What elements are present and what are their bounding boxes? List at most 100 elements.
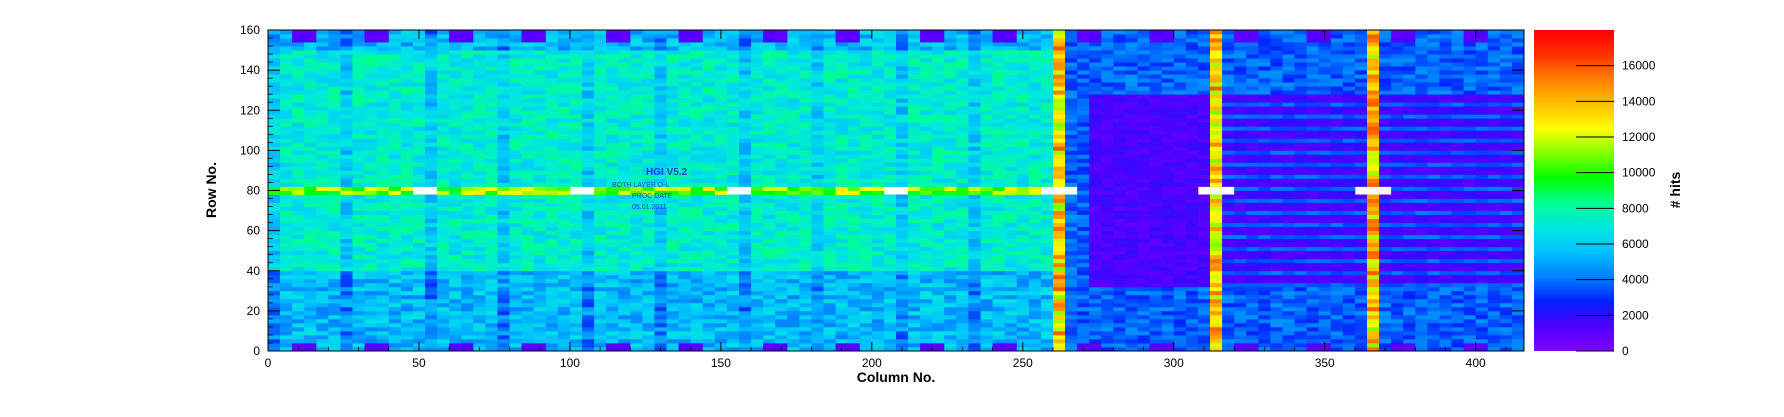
heat-cell <box>944 246 957 252</box>
heat-cell <box>956 82 969 87</box>
heat-cell <box>968 94 981 99</box>
heat-cell <box>896 90 909 95</box>
heat-cell <box>944 282 957 288</box>
heat-cell <box>883 226 897 232</box>
heat-cell <box>292 74 305 79</box>
heat-cell <box>883 310 897 316</box>
heat-cell <box>292 90 305 95</box>
heat-cell <box>642 146 655 151</box>
heat-cell <box>847 182 861 187</box>
heat-cell <box>775 178 788 183</box>
heat-cell <box>654 222 667 228</box>
heat-cell <box>678 194 692 199</box>
heat-cell <box>630 238 643 244</box>
heat-cell <box>509 206 523 211</box>
heat-cell <box>376 106 390 111</box>
heat-cell <box>328 142 341 147</box>
heat-cell <box>835 82 849 87</box>
heat-cell <box>618 102 631 107</box>
heat-cell <box>811 306 824 312</box>
heat-cell <box>883 334 897 340</box>
heat-cell <box>726 286 740 292</box>
heat-cell <box>944 158 957 163</box>
heat-cell <box>920 214 933 219</box>
heat-cell <box>678 318 692 324</box>
heat-cell <box>763 238 776 244</box>
heat-cell <box>1004 34 1018 39</box>
heat-cell <box>304 334 317 340</box>
heat-cell <box>449 318 462 324</box>
heat-cell <box>280 310 293 316</box>
heat-cell <box>521 170 535 175</box>
heat-cell <box>690 210 704 215</box>
heat-cell <box>630 182 643 187</box>
heat-cell <box>751 218 764 223</box>
heat-cell <box>714 294 728 300</box>
heat-cell <box>557 262 571 268</box>
heat-cell <box>763 58 776 63</box>
heat-cell <box>304 106 317 111</box>
heat-cell <box>449 190 462 195</box>
heat-cell <box>726 262 740 268</box>
heat-cell <box>763 46 776 51</box>
heat-cell <box>896 274 909 280</box>
heat-cell <box>449 110 462 115</box>
heat-cell <box>485 298 498 304</box>
heat-cell <box>582 214 595 219</box>
heat-cell <box>823 278 837 284</box>
heat-cell <box>594 178 607 183</box>
heat-cell <box>304 194 317 199</box>
heat-cell <box>521 206 535 211</box>
heat-cell <box>690 82 704 87</box>
heat-cell <box>992 238 1006 244</box>
heat-cell <box>835 94 849 99</box>
heat-cell <box>654 146 667 151</box>
heat-cell <box>714 334 728 340</box>
heat-cell <box>1004 74 1018 79</box>
heat-cell <box>847 70 861 75</box>
heat-cell <box>630 326 643 332</box>
heat-cell <box>280 294 293 300</box>
heat-cell <box>835 130 849 135</box>
heat-cell <box>449 122 462 127</box>
heat-cell <box>751 186 764 191</box>
heat-cell <box>1004 186 1018 191</box>
heat-cell <box>763 74 776 79</box>
heat-cell <box>908 34 921 39</box>
heat-cell <box>654 82 667 87</box>
heat-cell <box>678 206 692 211</box>
heat-cell <box>582 74 595 79</box>
heat-cell <box>582 86 595 91</box>
heat-cell <box>714 110 728 115</box>
heat-cell <box>449 302 462 308</box>
heat-cell <box>304 46 317 51</box>
heat-cell <box>811 310 824 316</box>
heat-cell <box>630 218 643 223</box>
heat-cell <box>678 30 692 35</box>
heat-cell <box>545 182 559 187</box>
heat-cell <box>702 270 716 276</box>
heat-cell <box>533 90 547 95</box>
heat-cell <box>412 134 426 139</box>
heat-cell <box>823 30 837 35</box>
heat-cell <box>751 170 764 175</box>
heat-cell <box>557 346 571 351</box>
heat-cell <box>545 110 559 115</box>
heat-cell <box>944 318 957 324</box>
heat-cell <box>533 234 547 240</box>
heat-cell <box>545 326 559 332</box>
heat-cell <box>606 234 619 240</box>
heat-cell <box>461 286 474 292</box>
heat-cell <box>437 330 450 336</box>
heat-cell <box>425 314 438 320</box>
heat-cell <box>425 334 438 340</box>
heat-cell <box>473 154 486 159</box>
heat-cell <box>618 106 631 111</box>
heat-cell <box>268 54 281 59</box>
heat-cell <box>992 286 1006 292</box>
heat-cell <box>364 270 378 276</box>
heat-cell <box>859 94 873 99</box>
heat-cell <box>690 194 704 199</box>
heat-cell <box>497 230 510 236</box>
heat-cell <box>956 322 969 328</box>
